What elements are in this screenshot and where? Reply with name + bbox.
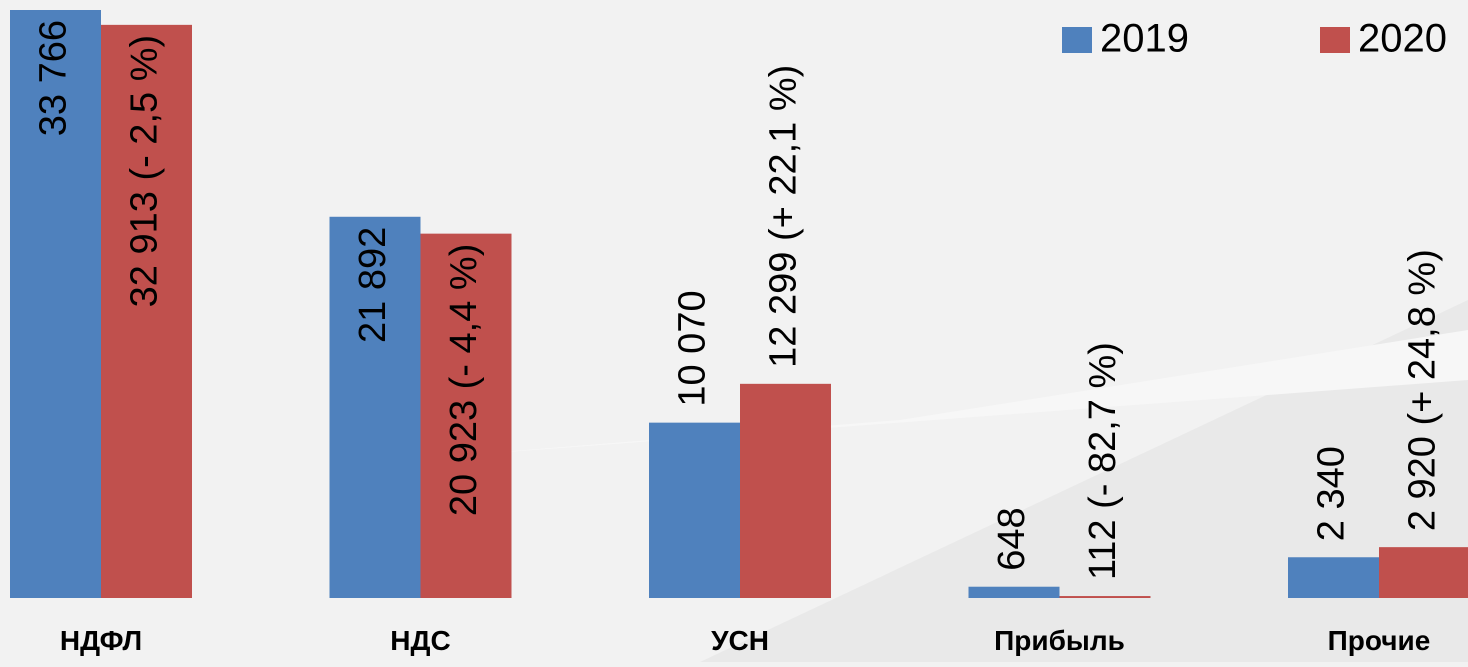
x-tick-label: НДС: [390, 625, 450, 656]
bar: [1379, 547, 1468, 598]
x-tick-label: УСН: [711, 625, 769, 656]
data-label: 2 340: [1311, 446, 1353, 541]
data-label: 32 913 (- 2,5 %): [124, 35, 166, 307]
data-label: 10 070: [672, 290, 714, 406]
x-tick-label: Прибыль: [994, 625, 1125, 656]
bar: [101, 24, 192, 598]
data-label: 20 923 (- 4,4 %): [443, 244, 485, 516]
bar: [10, 10, 101, 598]
data-label: 648: [991, 507, 1033, 570]
x-tick-label: Прочие: [1328, 625, 1431, 656]
bar: [420, 233, 512, 598]
data-label: 33 766: [33, 20, 75, 136]
background-shape: [400, 330, 1468, 460]
data-label: 2 920 (+ 24,8 %): [1402, 249, 1444, 531]
legend-swatch: [1062, 27, 1092, 53]
bar: [649, 422, 740, 598]
bar: [1288, 557, 1379, 598]
data-label: 112 (- 82,7 %): [1082, 342, 1124, 580]
data-label: 21 892: [352, 227, 394, 343]
legend-swatch: [1320, 27, 1350, 53]
bar: [740, 383, 831, 598]
x-tick-label: НДФЛ: [60, 625, 142, 656]
legend-label: 2020: [1358, 17, 1447, 61]
bar: [968, 586, 1060, 598]
bar: [1059, 596, 1151, 598]
data-label: 12 299 (+ 22,1 %): [763, 65, 805, 368]
bar: [329, 216, 421, 598]
legend-label: 2019: [1100, 17, 1189, 61]
